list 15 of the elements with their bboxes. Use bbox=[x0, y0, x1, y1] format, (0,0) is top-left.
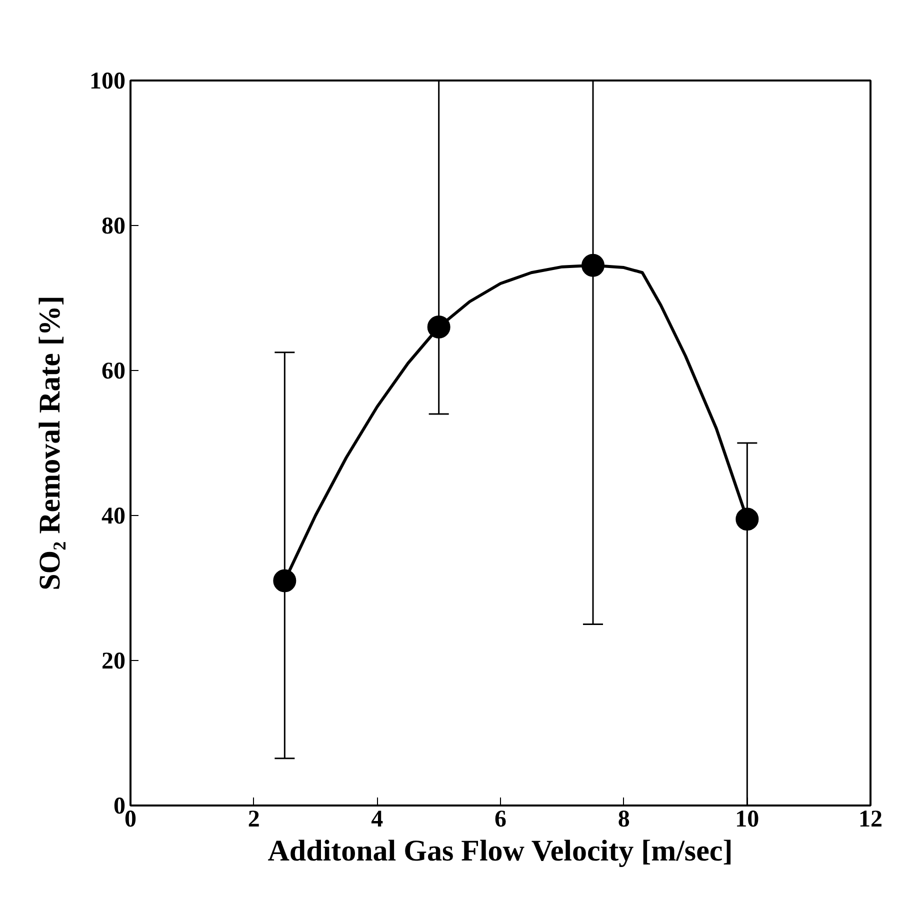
y-tick-label: 80 bbox=[102, 214, 126, 240]
x-tick-label: 2 bbox=[248, 806, 260, 832]
x-tick-label: 8 bbox=[618, 806, 630, 832]
x-axis-title: Additonal Gas Flow Velocity [m/sec] bbox=[268, 834, 733, 868]
point bbox=[736, 508, 759, 531]
y-tick-label: 40 bbox=[102, 504, 126, 530]
x-tick-label: 10 bbox=[735, 806, 760, 832]
x-tick-label: 4 bbox=[371, 806, 384, 832]
x-tick-label: 12 bbox=[858, 806, 882, 832]
x-tick-label: 6 bbox=[494, 806, 506, 832]
point bbox=[273, 569, 296, 592]
y-tick-label: 60 bbox=[102, 358, 126, 384]
y-axis-title: SO₂ Removal Rate [%] bbox=[34, 296, 66, 590]
y-tick-label: 20 bbox=[102, 648, 126, 674]
y-tick-label: 100 bbox=[90, 68, 126, 94]
